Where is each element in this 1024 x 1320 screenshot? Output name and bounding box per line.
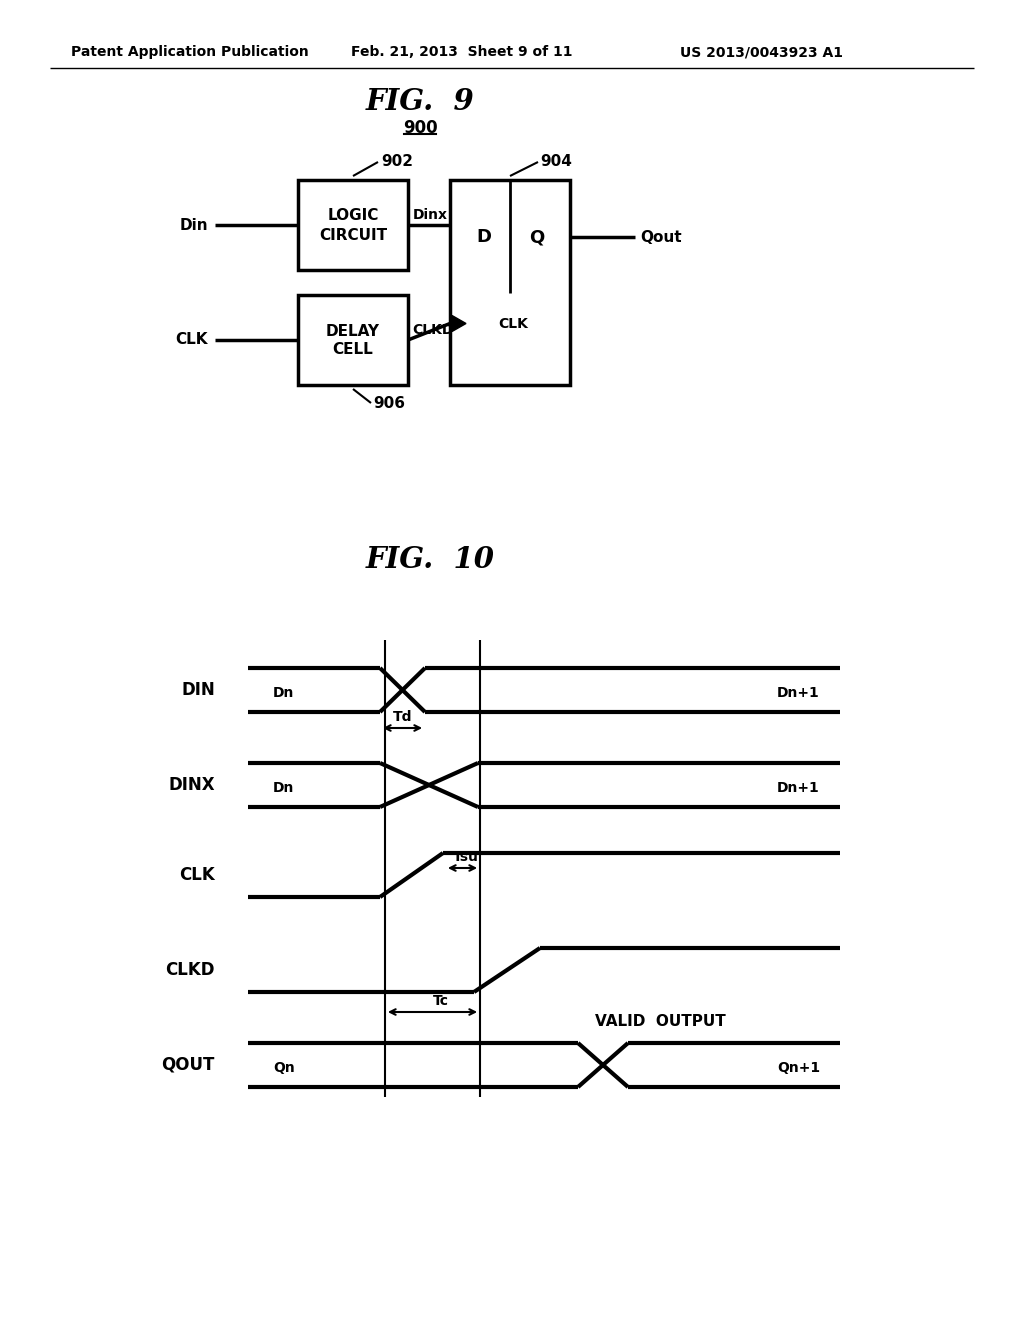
Text: QOUT: QOUT <box>162 1056 215 1074</box>
Text: Dinx: Dinx <box>413 209 449 222</box>
Text: 904: 904 <box>540 154 571 169</box>
Text: US 2013/0043923 A1: US 2013/0043923 A1 <box>681 45 844 59</box>
Text: Qn+1: Qn+1 <box>777 1061 820 1074</box>
Text: Tsu: Tsu <box>453 850 478 865</box>
Text: 906: 906 <box>373 396 406 411</box>
Text: VALID  OUTPUT: VALID OUTPUT <box>595 1014 725 1028</box>
Text: CLKD: CLKD <box>412 323 454 337</box>
Text: 902: 902 <box>381 154 413 169</box>
Text: DIN: DIN <box>181 681 215 700</box>
Text: CLKD: CLKD <box>166 961 215 979</box>
Text: FIG.  9: FIG. 9 <box>366 87 474 116</box>
Text: Patent Application Publication: Patent Application Publication <box>71 45 309 59</box>
Text: DELAY: DELAY <box>326 323 380 338</box>
Text: Tc: Tc <box>432 994 449 1008</box>
Text: CLK: CLK <box>175 333 208 347</box>
Text: FIG.  10: FIG. 10 <box>366 545 495 574</box>
Bar <box>450 180 570 385</box>
Bar <box>298 294 408 385</box>
Text: CLK: CLK <box>498 317 528 330</box>
Text: CLK: CLK <box>179 866 215 884</box>
Text: Dn: Dn <box>273 686 294 700</box>
Text: Td: Td <box>393 710 413 723</box>
Text: 900: 900 <box>402 119 437 137</box>
Bar <box>298 180 408 271</box>
Text: D: D <box>476 228 492 247</box>
Text: Dn+1: Dn+1 <box>777 686 820 700</box>
Text: Dn+1: Dn+1 <box>777 781 820 795</box>
Text: LOGIC: LOGIC <box>328 209 379 223</box>
Polygon shape <box>452 315 466 331</box>
Text: Q: Q <box>528 228 544 247</box>
Text: CELL: CELL <box>333 342 374 358</box>
Text: Din: Din <box>179 218 208 232</box>
Text: Dn: Dn <box>273 781 294 795</box>
Text: DINX: DINX <box>168 776 215 795</box>
Text: CIRCUIT: CIRCUIT <box>318 227 387 243</box>
Text: Feb. 21, 2013  Sheet 9 of 11: Feb. 21, 2013 Sheet 9 of 11 <box>351 45 572 59</box>
Text: Qn: Qn <box>273 1061 295 1074</box>
Text: Qout: Qout <box>640 230 682 246</box>
